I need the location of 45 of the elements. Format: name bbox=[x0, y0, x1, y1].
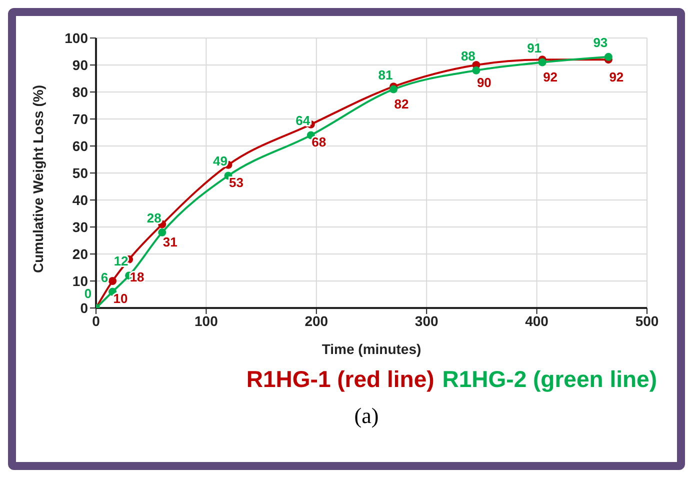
data-label: 28 bbox=[146, 210, 162, 226]
x-tick-label: 200 bbox=[304, 312, 328, 329]
data-label: 31 bbox=[162, 234, 178, 250]
y-tick-label: 80 bbox=[72, 84, 88, 100]
y-tick-label: 100 bbox=[64, 30, 88, 46]
data-label: 82 bbox=[394, 96, 409, 112]
x-tick-label: 400 bbox=[525, 312, 549, 329]
point bbox=[108, 277, 117, 285]
data-label: 49 bbox=[213, 154, 228, 169]
point bbox=[538, 58, 546, 66]
y-tick-label: 30 bbox=[72, 218, 88, 235]
y-tick-label: 50 bbox=[72, 164, 88, 181]
text: (a) bbox=[353, 403, 380, 429]
point bbox=[390, 85, 398, 94]
data-label: 64 bbox=[296, 113, 311, 128]
text: R1HG-2 (green line) bbox=[442, 366, 657, 393]
data-label: 92 bbox=[543, 70, 558, 85]
data-label: 53 bbox=[229, 174, 244, 190]
y-tick-label: 70 bbox=[72, 110, 88, 127]
y-tick-label: 0 bbox=[80, 300, 88, 316]
x-tick-label: 500 bbox=[635, 312, 659, 329]
x-tick-label: 100 bbox=[194, 312, 218, 329]
x-tick-label: 300 bbox=[414, 312, 438, 329]
y-tick-label: 40 bbox=[72, 192, 88, 208]
data-label: 18 bbox=[130, 269, 144, 284]
data-label: 90 bbox=[476, 75, 492, 90]
data-label: 6 bbox=[100, 270, 108, 285]
data-label: 93 bbox=[593, 34, 608, 50]
y-tick-label: 90 bbox=[72, 56, 88, 73]
y-tick-label: 10 bbox=[72, 272, 88, 289]
point bbox=[472, 66, 480, 74]
y-tick-label: 60 bbox=[72, 138, 88, 154]
data-label: 68 bbox=[312, 134, 326, 150]
data-label: 91 bbox=[527, 40, 542, 56]
x-axis-title: Time (minutes) bbox=[322, 341, 422, 357]
data-label: 10 bbox=[113, 291, 128, 306]
point bbox=[158, 228, 166, 236]
data-label: 92 bbox=[609, 70, 624, 85]
text: R1HG-1 (red line) bbox=[246, 366, 434, 393]
y-tick-label: 20 bbox=[72, 246, 88, 262]
point bbox=[604, 52, 612, 61]
data-label: 81 bbox=[378, 67, 393, 82]
data-label: 88 bbox=[460, 48, 476, 64]
x-tick-label: 0 bbox=[92, 312, 100, 329]
y-axis-title: Cumulative Weight Loss (%) bbox=[30, 85, 46, 273]
